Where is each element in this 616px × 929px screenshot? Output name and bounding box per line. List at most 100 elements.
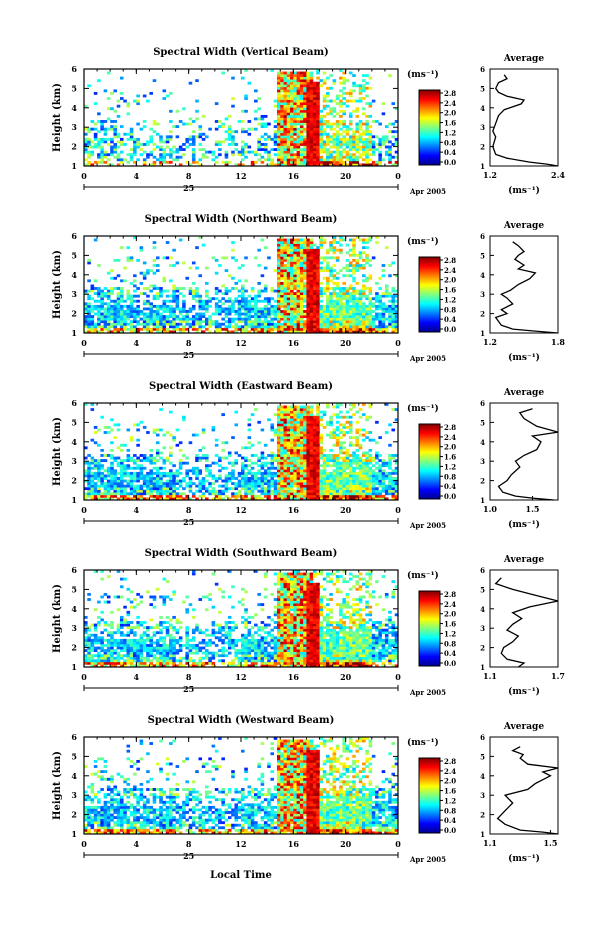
heatmap-cell	[355, 315, 360, 318]
heatmap-cell	[332, 482, 337, 485]
heatmap-cell	[358, 91, 363, 95]
heatmap-cell	[100, 494, 104, 498]
heatmap-cell	[303, 471, 307, 475]
heatmap-cell	[119, 307, 124, 311]
x-tick-label: 20	[340, 171, 352, 181]
heatmap-cell	[165, 494, 170, 498]
heatmap-cell	[342, 431, 346, 434]
heatmap-cell	[299, 89, 304, 93]
heatmap-cell	[303, 243, 307, 247]
heatmap-cell	[159, 148, 163, 151]
heatmap-cell	[345, 479, 350, 483]
heatmap-cell	[319, 315, 324, 318]
heatmap-cell	[319, 423, 324, 427]
heatmap-cell	[90, 307, 95, 311]
heatmap-cell	[283, 107, 288, 111]
heatmap-cell	[368, 140, 373, 144]
heatmap-cell	[286, 150, 291, 154]
heatmap-cell	[312, 304, 317, 308]
heatmap-cell	[352, 74, 356, 77]
heatmap-cell	[316, 469, 320, 473]
heatmap-cell	[123, 310, 127, 313]
heatmap-cell	[319, 438, 324, 442]
heatmap-cell	[362, 287, 366, 290]
heatmap-cell	[123, 158, 127, 162]
heatmap-cell	[329, 459, 333, 463]
heatmap-cell	[280, 107, 284, 111]
heatmap-cell	[293, 436, 297, 440]
heatmap-cell	[352, 158, 356, 162]
heatmap-cell	[365, 312, 369, 316]
heatmap-cell	[348, 408, 353, 411]
heatmap-cell	[90, 487, 95, 491]
heatmap-cell	[283, 137, 288, 141]
heatmap-cell	[335, 281, 340, 285]
average-y-tick-label: 3	[480, 290, 485, 299]
heatmap-cell	[90, 304, 95, 308]
heatmap-cell	[381, 158, 386, 162]
heatmap-cell	[159, 158, 163, 162]
heatmap-cell	[87, 279, 91, 283]
heatmap-cell	[270, 461, 275, 465]
heatmap-cell	[312, 469, 317, 473]
heatmap-cell	[303, 320, 307, 324]
heatmap-cell	[221, 479, 225, 483]
heatmap-cell	[309, 413, 314, 417]
heatmap-cell	[198, 322, 203, 326]
heatmap-cell	[293, 330, 297, 334]
heatmap-cell	[97, 466, 101, 470]
heatmap-cell	[326, 91, 330, 95]
heatmap-cell	[185, 160, 189, 164]
heatmap-cell	[296, 492, 301, 496]
heatmap-cell	[358, 137, 363, 141]
heatmap-cell	[205, 289, 209, 293]
heatmap-cell	[290, 163, 294, 167]
heatmap-cell	[316, 107, 320, 111]
heatmap-cell	[254, 487, 258, 491]
heatmap-cell	[87, 471, 91, 475]
heatmap-cell	[126, 153, 131, 157]
heatmap-cell	[136, 312, 140, 316]
heatmap-cell	[286, 292, 291, 296]
heatmap-cell	[286, 484, 291, 488]
heatmap-cell	[126, 466, 131, 470]
heatmap-cell	[352, 89, 356, 93]
heatmap-cell	[162, 302, 167, 306]
heatmap-cell	[260, 492, 265, 496]
heatmap-cell	[306, 474, 310, 478]
heatmap-cell	[355, 497, 360, 501]
heatmap-cell	[319, 155, 324, 159]
heatmap-cell	[126, 297, 131, 301]
heatmap-cell	[293, 243, 297, 247]
heatmap-cell	[329, 299, 333, 303]
heatmap-cell	[286, 89, 291, 93]
heatmap-cell	[136, 307, 140, 311]
heatmap-cell	[375, 163, 379, 167]
heatmap-cell	[152, 466, 157, 470]
heatmap-cell	[332, 443, 337, 447]
heatmap-cell	[342, 482, 346, 485]
heatmap-cell	[241, 312, 245, 316]
heatmap-cell	[326, 279, 330, 283]
heatmap-cell	[309, 454, 314, 457]
heatmap-cell	[352, 487, 356, 491]
heatmap-cell	[241, 456, 245, 460]
heatmap-cell	[303, 94, 307, 98]
heatmap-cell	[146, 431, 150, 434]
heatmap-cell	[290, 322, 294, 326]
heatmap-cell	[299, 271, 304, 275]
heatmap-cell	[296, 494, 301, 498]
heatmap-cell	[146, 489, 150, 493]
heatmap-cell	[241, 446, 245, 450]
heatmap-cell	[260, 464, 265, 468]
heatmap-cell	[136, 287, 140, 290]
heatmap-cell	[110, 145, 114, 149]
heatmap-cell	[195, 469, 199, 473]
heatmap-cell	[312, 155, 317, 159]
heatmap-cell	[224, 307, 229, 311]
heatmap-cell	[283, 454, 288, 457]
heatmap-cell	[339, 269, 343, 273]
heatmap-cell	[303, 325, 307, 329]
heatmap-cell	[110, 304, 114, 308]
heatmap-cell	[296, 454, 301, 457]
